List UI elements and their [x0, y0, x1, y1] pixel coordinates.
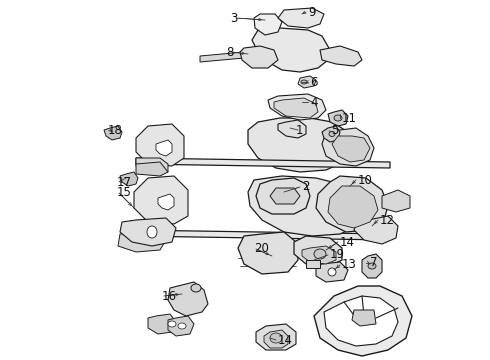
Polygon shape — [148, 314, 176, 334]
Text: 17: 17 — [117, 175, 132, 189]
Polygon shape — [362, 254, 382, 278]
Polygon shape — [254, 14, 282, 35]
Ellipse shape — [334, 115, 342, 121]
Polygon shape — [328, 186, 378, 228]
Polygon shape — [136, 162, 168, 176]
Polygon shape — [136, 158, 390, 168]
Ellipse shape — [178, 323, 186, 329]
Polygon shape — [168, 282, 208, 316]
Polygon shape — [120, 218, 176, 246]
Ellipse shape — [314, 249, 326, 259]
Polygon shape — [268, 94, 326, 120]
Polygon shape — [238, 232, 298, 274]
Polygon shape — [130, 230, 390, 240]
Text: 12: 12 — [380, 213, 395, 226]
Polygon shape — [314, 286, 412, 356]
Text: 5: 5 — [331, 125, 339, 138]
Polygon shape — [354, 216, 398, 244]
Ellipse shape — [168, 321, 176, 327]
Polygon shape — [294, 236, 342, 266]
Ellipse shape — [329, 131, 335, 136]
Polygon shape — [322, 126, 340, 142]
Text: 11: 11 — [342, 112, 357, 125]
Polygon shape — [316, 262, 348, 282]
Text: 3: 3 — [230, 12, 237, 24]
Polygon shape — [134, 176, 188, 224]
Ellipse shape — [191, 284, 201, 292]
Text: 19: 19 — [330, 248, 345, 261]
Text: 20: 20 — [254, 243, 269, 256]
Polygon shape — [248, 176, 366, 236]
Polygon shape — [120, 172, 138, 186]
Text: 13: 13 — [342, 258, 357, 271]
Text: 1: 1 — [296, 123, 303, 136]
Polygon shape — [278, 120, 306, 138]
Text: 16: 16 — [162, 289, 177, 302]
Polygon shape — [158, 194, 174, 210]
Polygon shape — [322, 128, 374, 166]
Polygon shape — [298, 76, 316, 88]
Text: 14: 14 — [340, 235, 355, 248]
Polygon shape — [352, 310, 376, 326]
Polygon shape — [248, 118, 352, 172]
Ellipse shape — [270, 333, 282, 343]
Polygon shape — [252, 28, 330, 72]
Polygon shape — [118, 232, 166, 252]
Polygon shape — [200, 52, 244, 62]
Polygon shape — [320, 46, 362, 66]
Polygon shape — [306, 260, 320, 268]
Polygon shape — [332, 136, 370, 162]
Polygon shape — [256, 178, 310, 214]
Polygon shape — [168, 316, 194, 336]
Ellipse shape — [147, 226, 157, 238]
Text: 14: 14 — [278, 333, 293, 346]
Text: 8: 8 — [226, 45, 233, 58]
Text: 9: 9 — [308, 5, 316, 18]
Polygon shape — [104, 126, 122, 140]
Polygon shape — [302, 246, 336, 264]
Ellipse shape — [328, 268, 336, 276]
Text: 10: 10 — [358, 174, 373, 186]
Ellipse shape — [301, 80, 307, 84]
Polygon shape — [324, 296, 398, 346]
Polygon shape — [240, 46, 278, 68]
Text: 7: 7 — [370, 256, 377, 270]
Polygon shape — [156, 140, 172, 156]
Polygon shape — [278, 8, 324, 28]
Polygon shape — [136, 158, 168, 172]
Text: 4: 4 — [310, 95, 318, 108]
Text: 2: 2 — [302, 180, 310, 194]
Polygon shape — [328, 110, 348, 126]
Polygon shape — [264, 330, 288, 348]
Polygon shape — [274, 98, 318, 118]
Polygon shape — [136, 124, 184, 166]
Text: 15: 15 — [117, 186, 132, 199]
Polygon shape — [382, 190, 410, 212]
Text: 6: 6 — [310, 76, 318, 89]
Polygon shape — [316, 176, 388, 232]
Text: 18: 18 — [108, 123, 123, 136]
Polygon shape — [256, 324, 296, 350]
Ellipse shape — [368, 263, 376, 269]
Polygon shape — [270, 188, 300, 204]
